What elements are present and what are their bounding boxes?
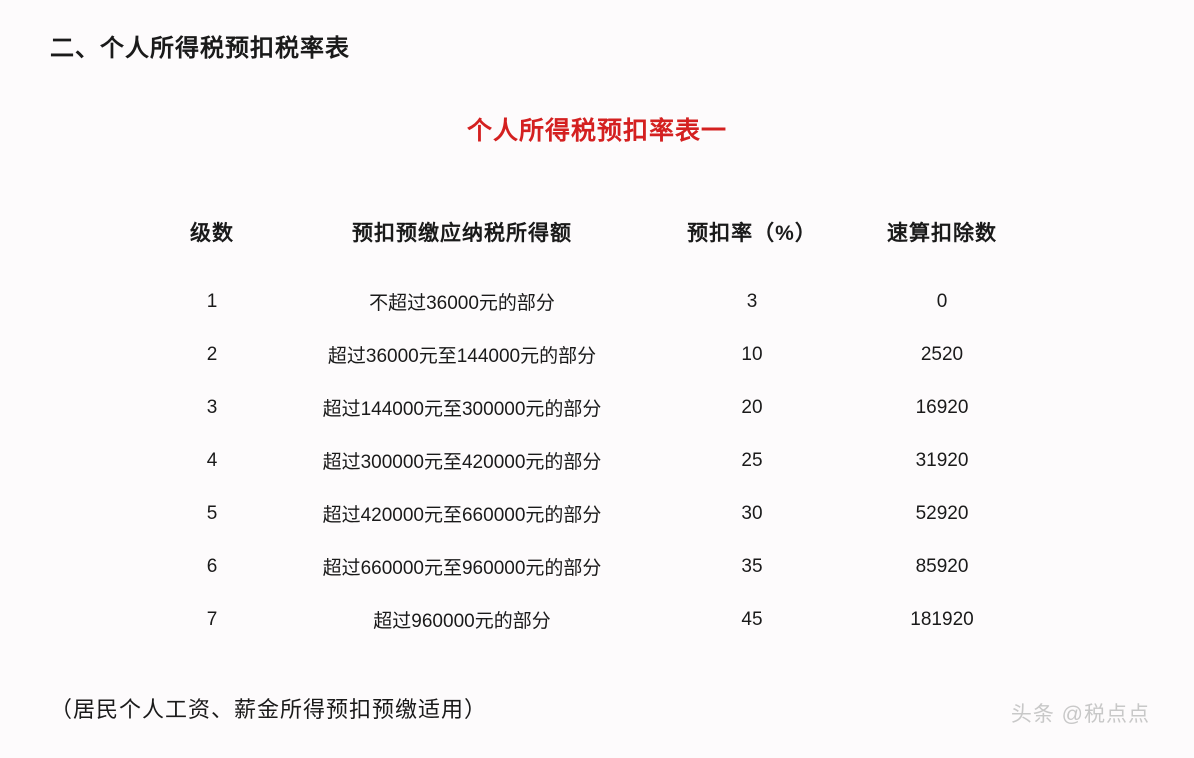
cell-level: 1 [157,275,267,328]
header-rate: 预扣率（%） [657,217,847,275]
cell-level: 7 [157,593,267,646]
table-row: 3 超过144000元至300000元的部分 20 16920 [157,381,1037,434]
cell-deduction: 181920 [847,593,1037,646]
cell-description: 超过960000元的部分 [267,593,657,646]
cell-description: 超过36000元至144000元的部分 [267,328,657,381]
cell-description: 超过420000元至660000元的部分 [267,487,657,540]
section-heading: 二、个人所得税预扣税率表 [50,28,1144,63]
cell-level: 5 [157,487,267,540]
header-deduction: 速算扣除数 [847,217,1037,275]
cell-description: 超过300000元至420000元的部分 [267,434,657,487]
cell-description: 超过144000元至300000元的部分 [267,381,657,434]
cell-deduction: 16920 [847,381,1037,434]
table-row: 6 超过660000元至960000元的部分 35 85920 [157,540,1037,593]
cell-rate: 25 [657,434,847,487]
header-description: 预扣预缴应纳税所得额 [267,217,657,275]
cell-level: 6 [157,540,267,593]
table-row: 1 不超过36000元的部分 3 0 [157,275,1037,328]
cell-description: 不超过36000元的部分 [267,275,657,328]
cell-rate: 30 [657,487,847,540]
table-header-row: 级数 预扣预缴应纳税所得额 预扣率（%） 速算扣除数 [157,217,1037,275]
table-row: 2 超过36000元至144000元的部分 10 2520 [157,328,1037,381]
cell-deduction: 31920 [847,434,1037,487]
cell-deduction: 52920 [847,487,1037,540]
cell-rate: 20 [657,381,847,434]
cell-rate: 45 [657,593,847,646]
tax-rate-table: 级数 预扣预缴应纳税所得额 预扣率（%） 速算扣除数 1 不超过36000元的部… [157,217,1037,646]
cell-deduction: 85920 [847,540,1037,593]
cell-rate: 10 [657,328,847,381]
table-title: 个人所得税预扣率表一 [50,111,1144,147]
cell-description: 超过660000元至960000元的部分 [267,540,657,593]
cell-level: 2 [157,328,267,381]
cell-level: 4 [157,434,267,487]
cell-deduction: 0 [847,275,1037,328]
cell-rate: 3 [657,275,847,328]
table-row: 4 超过300000元至420000元的部分 25 31920 [157,434,1037,487]
cell-deduction: 2520 [847,328,1037,381]
table-row: 5 超过420000元至660000元的部分 30 52920 [157,487,1037,540]
cell-rate: 35 [657,540,847,593]
table-row: 7 超过960000元的部分 45 181920 [157,593,1037,646]
watermark: 头条 @税点点 [1011,698,1150,728]
cell-level: 3 [157,381,267,434]
header-level: 级数 [157,217,267,275]
footer-note: （居民个人工资、薪金所得预扣预缴适用） [50,692,487,724]
